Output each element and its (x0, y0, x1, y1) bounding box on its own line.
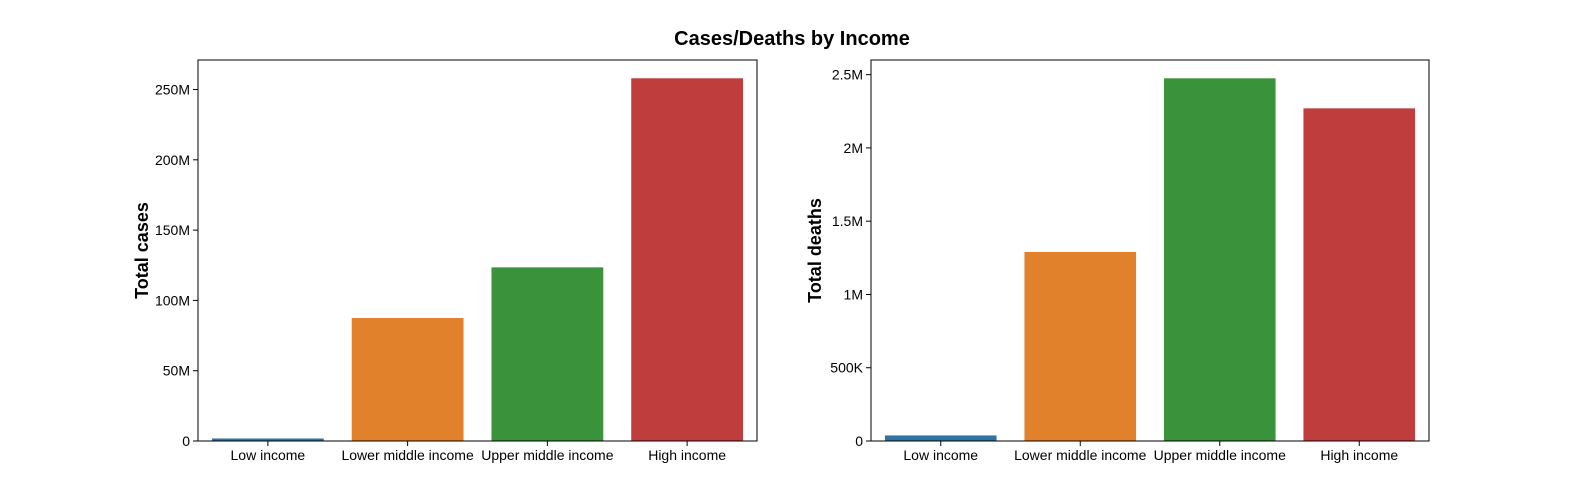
deaths-xtick-label-1: Lower middle income (1014, 447, 1146, 463)
cases-bar-1 (351, 317, 464, 441)
cases-ytick-label-1: 50M (163, 363, 190, 379)
cases-ylabel: Total cases (132, 202, 152, 299)
cases-ytick-label-0: 0 (182, 433, 190, 449)
deaths-bar-3 (1303, 108, 1416, 441)
cases-bar-2 (491, 267, 604, 441)
deaths-ytick-label-0: 0 (855, 433, 863, 449)
deaths-ytick-label-1: 500K (830, 360, 863, 376)
deaths-ytick-label-3: 1.5M (832, 213, 863, 229)
cases-bar-0 (211, 438, 324, 441)
deaths-xtick-label-2: Upper middle income (1154, 447, 1286, 463)
deaths-axes-frame (870, 59, 1430, 442)
deaths-xtick-label-0: Low income (903, 447, 978, 463)
deaths-bar-0 (884, 435, 997, 441)
cases-xtick-label-1: Lower middle income (341, 447, 473, 463)
deaths-ytick-label-5: 2.5M (832, 67, 863, 83)
cases-xtick-label-3: High income (648, 447, 726, 463)
deaths-xtick-label-3: High income (1320, 447, 1398, 463)
deaths-chart: 0 500K 1M 1.5M 2M 2.5M Low income Lower middle … (805, 59, 1430, 463)
deaths-ytick-label-4: 2M (844, 140, 863, 156)
figure-title: Cases/Deaths by Income (674, 28, 910, 50)
cases-ytick-label-5: 250M (155, 82, 190, 98)
deaths-ylabel: Total deaths (805, 198, 825, 303)
deaths-bar-2 (1163, 78, 1276, 441)
cases-ytick-label-4: 200M (155, 152, 190, 168)
deaths-bar-1 (1024, 251, 1137, 441)
cases-xtick-label-2: Upper middle income (481, 447, 613, 463)
cases-xtick-label-0: Low income (231, 447, 306, 463)
cases-ytick-label-2: 100M (155, 292, 190, 308)
deaths-ytick-label-2: 1M (844, 286, 863, 302)
cases-ytick-label-3: 150M (155, 222, 190, 238)
cases-chart: 0 50M 100M 150M 200M 250M Low income Lower midd… (132, 59, 758, 463)
cases-bar-3 (631, 78, 744, 441)
cases-axes-frame (197, 59, 758, 442)
